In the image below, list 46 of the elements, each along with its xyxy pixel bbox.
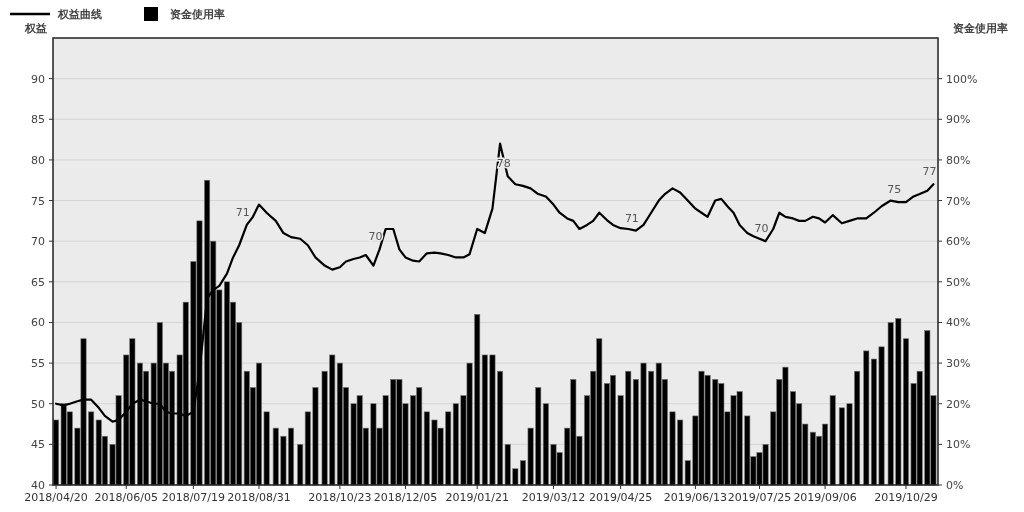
annotation: 71 [624,211,639,225]
y2-tick-label: 80% [946,153,971,167]
legend-label: 资金使用率 [170,8,225,21]
x-tick-label: 2019/04/25 [588,491,653,504]
y-tick-label: 55 [31,357,45,371]
y-tick-label: 80 [31,153,45,167]
y2-tick-label: 0% [946,479,964,492]
y2-axis-title: 资金使用率 [952,22,1008,35]
y-tick-label: 75 [31,194,45,208]
x-tick-label: 2018/07/19 [161,491,226,504]
y-axis-title: 权益 [24,22,47,35]
y2-tick-label: 50% [946,275,971,289]
y-tick-label: 85 [31,113,45,127]
x-tick-label: 2019/01/21 [445,491,509,504]
x-tick-label: 2019/07/25 [727,491,792,504]
y-tick-label: 65 [31,275,45,289]
y2-tick-label: 60% [946,235,971,249]
y2-tick-label: 70% [946,194,971,208]
x-tick-label: 2018/08/31 [227,491,291,504]
y2-tick-label: 10% [946,438,971,452]
x-tick-label: 2018/10/23 [308,491,372,504]
y2-tick-label: 30% [946,357,971,371]
x-tick-label: 2019/03/12 [521,491,586,504]
annotation: 70 [368,230,383,244]
x-tick-label: 2019/06/13 [663,491,728,504]
annotation: 77 [922,165,937,179]
annotation: 70 [754,222,769,236]
annotation: 75 [887,183,902,197]
x-tick-label: 2018/06/05 [94,491,158,504]
y-tick-label: 45 [31,438,45,452]
legend-label: 权益曲线 [57,8,102,21]
y-tick-label: 40 [31,479,45,492]
annotation: 71 [235,205,250,219]
x-tick-label: 2018/04/20 [24,491,88,504]
y-tick-label: 70 [31,235,45,249]
x-tick-label: 2019/09/06 [793,491,857,504]
y-tick-label: 50 [31,397,45,411]
y2-tick-label: 40% [946,316,971,330]
y2-tick-label: 20% [946,397,971,411]
bar [297,444,304,486]
y-tick-label: 60 [31,316,45,330]
y2-tick-label: 90% [946,113,971,127]
x-tick-label: 2018/12/05 [373,491,438,504]
y2-tick-label: 100% [946,72,978,86]
y-tick-label: 90 [31,72,45,86]
x-tick-label: 2019/10/29 [874,491,938,504]
